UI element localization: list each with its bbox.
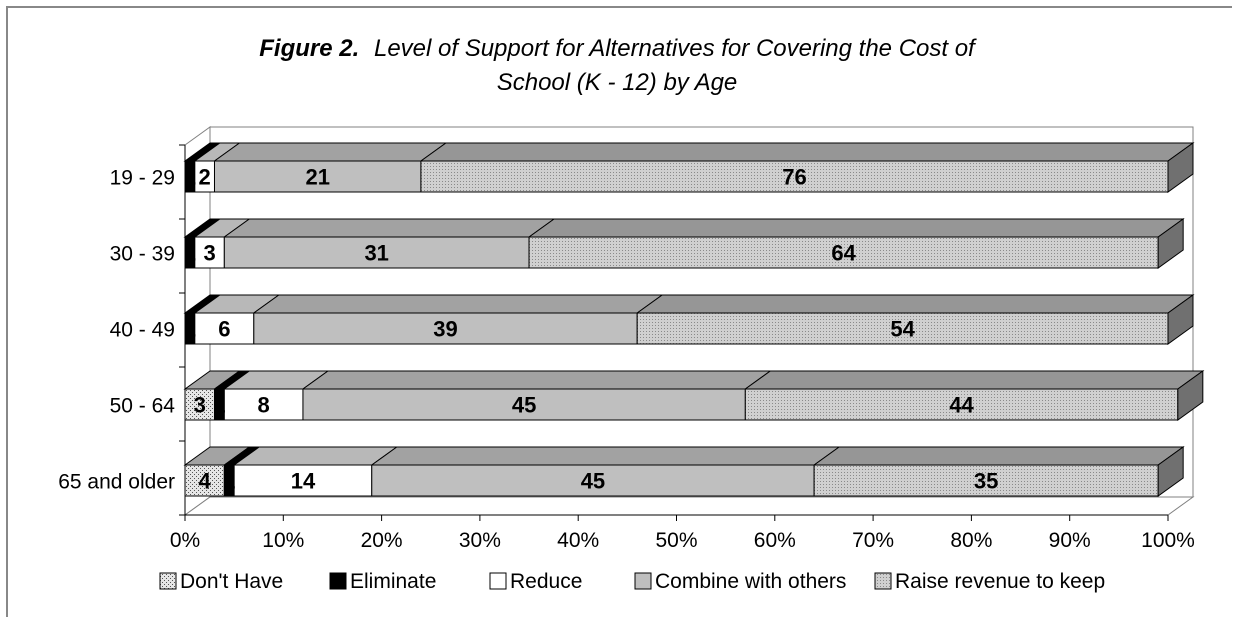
legend-item: Raise revenue to keep <box>874 570 1105 593</box>
legend-swatch <box>874 572 892 590</box>
data-label: 14 <box>291 469 316 494</box>
chart-title: Figure 2. Level of Support for Alternati… <box>259 35 977 96</box>
data-label: 44 <box>949 393 974 418</box>
title-prefix: Figure 2. <box>259 35 359 62</box>
bar-top <box>212 142 448 162</box>
bar-top <box>419 142 1195 162</box>
legend-item: Reduce <box>489 570 582 593</box>
data-label: 64 <box>831 241 856 266</box>
bar-row <box>183 294 1195 345</box>
bar-top <box>252 294 664 314</box>
x-tick-label: 20% <box>361 529 403 552</box>
legend: Don't Have Eliminate Reduce Combine with ot… <box>159 570 1105 593</box>
bar <box>744 388 1179 421</box>
bar <box>194 312 255 345</box>
bar-top <box>527 218 1185 238</box>
bar-top <box>301 370 772 390</box>
bar-row <box>183 370 1205 421</box>
legend-swatch <box>634 572 652 590</box>
bar <box>184 388 215 421</box>
bar-side <box>1157 446 1184 497</box>
legend-swatch <box>489 572 507 590</box>
legend-item: Don't Have <box>159 570 283 593</box>
bar-top <box>743 370 1205 390</box>
title-line1: Level of Support for Alternatives for Co… <box>374 35 977 62</box>
x-tick-label: 70% <box>852 529 894 552</box>
data-labels: 1 2 21 761 3 31 641 6 39 543 1 8 45 444 1 14 45 35 <box>184 165 999 494</box>
title-line2: School (K - 12) by Age <box>497 69 738 96</box>
bar-side <box>1167 142 1194 193</box>
bar-side <box>1177 370 1204 421</box>
axes: 19 - 29 30 - 39 40 - 49 50 - 64 65 and older… <box>58 144 1195 552</box>
category-label: 30 - 39 <box>110 243 175 266</box>
x-tick-label: 60% <box>754 529 796 552</box>
data-label: 3 <box>203 241 215 266</box>
x-tick-label: 10% <box>262 529 304 552</box>
legend-swatch <box>329 572 347 590</box>
legend-swatch <box>159 572 177 590</box>
data-label: 1 <box>184 241 196 266</box>
bar <box>636 312 1169 345</box>
category-label: 50 - 64 <box>110 395 176 418</box>
bar <box>528 236 1159 269</box>
legend-item: Eliminate <box>329 570 436 593</box>
x-tick-label: 30% <box>459 529 501 552</box>
bar <box>213 160 422 193</box>
data-label: 31 <box>364 241 388 266</box>
data-label: 8 <box>258 393 270 418</box>
data-label: 45 <box>581 469 605 494</box>
data-label: 45 <box>512 393 536 418</box>
legend-label: Combine with others <box>655 570 846 593</box>
data-label: 2 <box>199 165 211 190</box>
bar <box>194 236 225 269</box>
data-label: 35 <box>974 469 998 494</box>
category-label: 19 - 29 <box>110 167 175 190</box>
bar-top <box>812 446 1185 466</box>
bar-row <box>183 142 1195 193</box>
legend-label: Raise revenue to keep <box>895 570 1105 593</box>
legend-label: Eliminate <box>350 570 436 593</box>
chart-frame <box>6 6 1232 617</box>
bar-side <box>1167 294 1194 345</box>
x-tick-label: 80% <box>950 529 992 552</box>
bar-series <box>183 142 1205 497</box>
bar <box>233 464 373 497</box>
bar-side <box>1157 218 1184 269</box>
legend-item: Combine with others <box>634 570 846 593</box>
data-label: 1 <box>184 317 196 342</box>
category-label: 65 and older <box>58 471 175 494</box>
data-label: 4 <box>199 469 212 494</box>
data-label: 39 <box>433 317 457 342</box>
category-label: 40 - 49 <box>110 319 175 342</box>
bar-top <box>232 446 399 466</box>
x-tick-label: 50% <box>655 529 697 552</box>
legend-label: Don't Have <box>180 570 283 593</box>
bar <box>184 464 225 497</box>
data-label: 1 <box>213 393 225 418</box>
floor <box>183 496 1195 516</box>
data-label: 54 <box>890 317 915 342</box>
data-label: 21 <box>305 165 329 190</box>
bar-top <box>370 446 841 466</box>
x-tick-label: 90% <box>1049 529 1091 552</box>
x-tick-label: 0% <box>170 529 200 552</box>
legend-label: Reduce <box>510 570 582 593</box>
x-tick-label: 100% <box>1141 529 1195 552</box>
svg-text:Figure 2. Level of Suppo: Figure 2. Level of Support for Alternati… <box>259 35 977 62</box>
data-label: 76 <box>782 165 806 190</box>
bar <box>253 312 638 345</box>
data-label: 6 <box>218 317 230 342</box>
bar-row <box>183 446 1185 497</box>
bar-row <box>183 218 1185 269</box>
bar <box>223 388 304 421</box>
x-tick-label: 40% <box>557 529 599 552</box>
bar <box>302 388 746 421</box>
data-label: 3 <box>194 393 206 418</box>
bar-top <box>635 294 1195 314</box>
bar-top <box>222 218 556 238</box>
data-label: 1 <box>223 469 235 494</box>
data-label: 1 <box>184 165 196 190</box>
bar <box>813 464 1159 497</box>
